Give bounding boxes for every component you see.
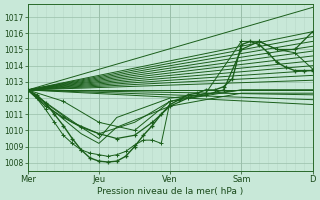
X-axis label: Pression niveau de la mer( hPa ): Pression niveau de la mer( hPa ) xyxy=(97,187,243,196)
